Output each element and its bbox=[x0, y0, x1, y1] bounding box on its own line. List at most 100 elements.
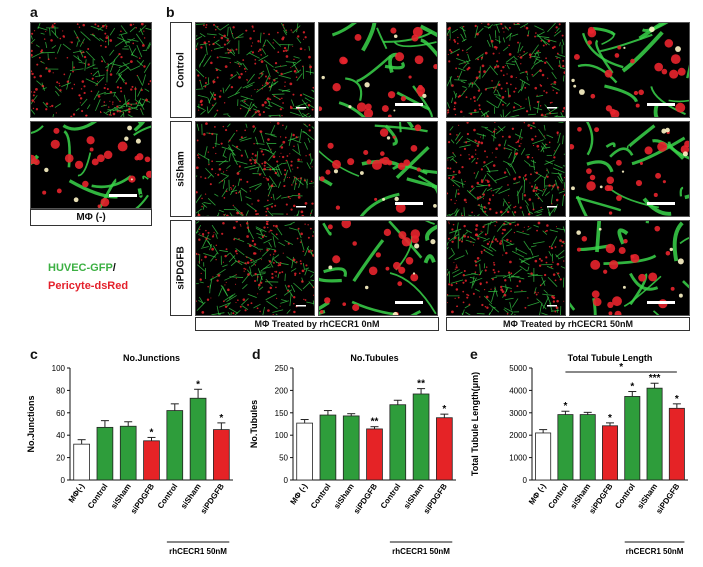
row-label-control: Control bbox=[170, 22, 192, 118]
y-tick-label: 150 bbox=[275, 409, 289, 418]
y-tick-label: 250 bbox=[275, 364, 289, 373]
x-tick-label: MΦ(-) bbox=[67, 482, 87, 505]
x-tick-label: siSham bbox=[332, 482, 356, 510]
y-axis-label: No.Tubules bbox=[249, 400, 259, 448]
micrograph-sisham-50nm-overview bbox=[446, 121, 566, 217]
bar bbox=[536, 433, 551, 480]
treatment-label-0nm: MΦ Treated by rhCECR1 0nM bbox=[195, 317, 439, 331]
y-tick-label: 100 bbox=[275, 431, 289, 440]
micrograph-a-zoom bbox=[30, 121, 152, 209]
x-tick-label: siPDGFB bbox=[352, 482, 379, 516]
bar bbox=[144, 441, 160, 480]
bar bbox=[343, 416, 359, 480]
y-tick-label: 50 bbox=[279, 454, 288, 463]
micrograph-control-0nm-zoom bbox=[318, 22, 438, 118]
group-label: rhCECR1 50nM bbox=[626, 547, 684, 556]
group-label: rhCECR1 50nM bbox=[392, 547, 450, 556]
y-tick-label: 40 bbox=[56, 431, 65, 440]
bar bbox=[558, 415, 573, 480]
micrograph-sisham-50nm-zoom bbox=[569, 121, 690, 217]
significance-label: * bbox=[608, 413, 612, 424]
x-tick-label: Control bbox=[86, 482, 110, 510]
x-tick-label: MΦ (-) bbox=[527, 482, 548, 507]
bar bbox=[580, 415, 595, 480]
micrograph-control-50nm-overview bbox=[446, 22, 566, 118]
chart-title: No.Tubules bbox=[350, 353, 398, 363]
x-tick-label: siSham bbox=[636, 482, 660, 510]
bar bbox=[669, 408, 684, 480]
bar bbox=[647, 388, 662, 480]
bar bbox=[97, 427, 113, 480]
micrograph-sipdgfb-0nm-overview bbox=[195, 220, 315, 316]
y-tick-label: 5000 bbox=[509, 364, 527, 373]
y-tick-label: 0 bbox=[284, 476, 289, 485]
bar bbox=[320, 415, 336, 480]
x-tick-label: siSham bbox=[402, 482, 426, 510]
panel-letter-a: a bbox=[30, 4, 38, 20]
legend-slash: / bbox=[113, 262, 116, 274]
x-tick-label: siSham bbox=[109, 482, 133, 510]
micrograph-sisham-0nm-zoom bbox=[318, 121, 438, 217]
significance-label: *** bbox=[649, 373, 661, 384]
y-tick-label: 0 bbox=[61, 476, 66, 485]
bar bbox=[190, 398, 206, 480]
legend: HUVEC-GFP/ Pericyte-dsRed bbox=[48, 258, 128, 294]
x-tick-label: siSham bbox=[569, 482, 593, 510]
x-tick-label: siPDGFB bbox=[199, 482, 226, 516]
chart-junctions: No.Junctions No.Junctions 0 20 40 60 80 100 MΦ(-… bbox=[20, 350, 245, 562]
y-tick-label: 2000 bbox=[509, 431, 527, 440]
bar bbox=[167, 411, 183, 480]
bar bbox=[74, 444, 90, 480]
y-tick-label: 100 bbox=[52, 364, 66, 373]
significance-label: * bbox=[150, 427, 154, 438]
chart-total-tubule-length: Total Tubule Length Total Tubule Length(μ… bbox=[462, 350, 700, 562]
significance-label: * bbox=[219, 413, 223, 424]
x-tick-label: siPDGFB bbox=[422, 482, 449, 516]
y-tick-label: 3000 bbox=[509, 409, 527, 418]
y-tick-label: 60 bbox=[56, 409, 65, 418]
chart-tubules: No.Tubules No.Tubules 0 50 100 150 200 250 MΦ (-… bbox=[243, 350, 468, 562]
x-tick-label: Control bbox=[379, 482, 403, 510]
significance-label: ** bbox=[417, 379, 425, 390]
significance-label: ** bbox=[371, 417, 379, 428]
y-tick-label: 4000 bbox=[509, 386, 527, 395]
y-tick-label: 200 bbox=[275, 386, 289, 395]
group-label: rhCECR1 50nM bbox=[169, 547, 227, 556]
x-tick-label: Control bbox=[309, 482, 333, 510]
y-tick-label: 20 bbox=[56, 454, 65, 463]
legend-pericyte-dsred: Pericyte-dsRed bbox=[48, 280, 128, 292]
row-label-sipdgfb: siPDGFB bbox=[170, 220, 192, 316]
micrograph-control-50nm-zoom bbox=[569, 22, 690, 118]
legend-huvec-gfp: HUVEC-GFP bbox=[48, 262, 113, 274]
bar bbox=[120, 426, 136, 480]
significance-label: * bbox=[675, 394, 679, 405]
bracket-significance-label: * bbox=[619, 362, 623, 373]
micrograph-sisham-0nm-overview bbox=[195, 121, 315, 217]
x-tick-label: Control bbox=[546, 482, 570, 510]
y-axis-label: Total Tubule Length(μm) bbox=[470, 372, 480, 476]
y-tick-label: 1000 bbox=[509, 454, 527, 463]
x-tick-label: siPDGFB bbox=[129, 482, 156, 516]
x-tick-label: Control bbox=[156, 482, 180, 510]
significance-label: * bbox=[442, 404, 446, 415]
bar bbox=[367, 429, 383, 480]
bar bbox=[390, 405, 406, 480]
significance-label: * bbox=[196, 379, 200, 390]
micrograph-sipdgfb-50nm-overview bbox=[446, 220, 566, 316]
x-tick-label: siSham bbox=[179, 482, 203, 510]
x-tick-label: MΦ (-) bbox=[288, 482, 309, 507]
bar bbox=[436, 418, 452, 480]
bar bbox=[413, 394, 429, 480]
bar bbox=[213, 430, 229, 480]
treatment-label-50nm: MΦ Treated by rhCECR1 50nM bbox=[446, 317, 690, 331]
bar bbox=[297, 423, 313, 480]
micrograph-sipdgfb-0nm-zoom bbox=[318, 220, 438, 316]
significance-label: * bbox=[563, 401, 567, 412]
y-axis-label: No.Junctions bbox=[26, 395, 36, 452]
micrograph-a-overview bbox=[30, 22, 152, 118]
bar bbox=[625, 396, 640, 480]
panel-a-label: MΦ (-) bbox=[76, 212, 105, 223]
chart-title: Total Tubule Length bbox=[568, 353, 653, 363]
chart-title: No.Junctions bbox=[123, 353, 180, 363]
y-tick-label: 80 bbox=[56, 386, 65, 395]
